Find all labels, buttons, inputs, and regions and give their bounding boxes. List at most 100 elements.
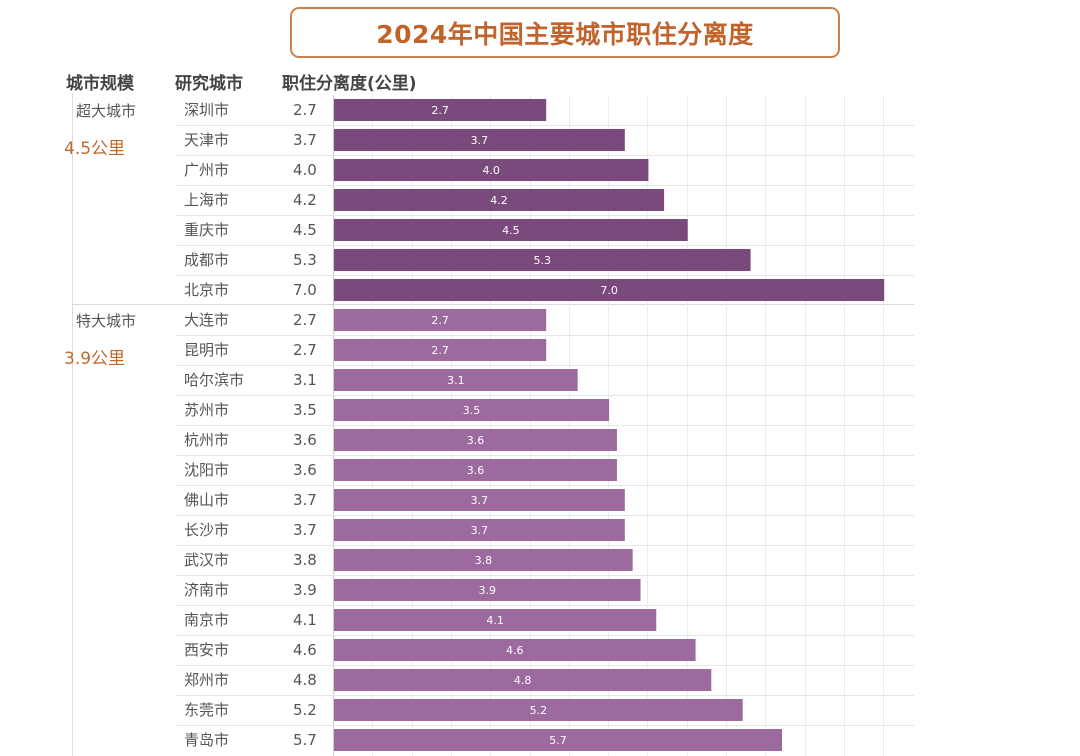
bar-value-label: 3.1	[447, 374, 465, 387]
city-label: 济南市	[184, 581, 229, 599]
bar	[334, 519, 625, 541]
bar	[334, 129, 625, 151]
city-label: 重庆市	[184, 221, 229, 239]
bar-value-label: 3.5	[463, 404, 481, 417]
distance-label: 3.1	[293, 371, 317, 389]
bar-value-label: 4.8	[514, 674, 532, 687]
distance-label: 5.3	[293, 251, 317, 269]
header-city-tier: 城市规模	[66, 74, 134, 94]
distance-label: 3.6	[293, 431, 317, 449]
tier-average-mega: 3.9公里	[64, 349, 126, 369]
bar	[334, 189, 665, 211]
bar-value-label: 4.2	[490, 194, 508, 207]
bar	[334, 159, 649, 181]
bar	[334, 309, 547, 331]
distance-label: 2.7	[293, 101, 317, 119]
distance-label: 4.5	[293, 221, 317, 239]
bar	[334, 639, 696, 661]
bar-value-label: 3.8	[475, 554, 493, 567]
bar-value-label: 3.7	[471, 134, 489, 147]
distance-label: 4.8	[293, 671, 317, 689]
bar-value-label: 7.0	[600, 284, 618, 297]
city-label: 天津市	[184, 131, 229, 149]
chart-title: 2024年中国主要城市职住分离度	[376, 19, 754, 49]
bar-value-label: 3.9	[479, 584, 497, 597]
bar-value-label: 5.2	[530, 704, 548, 717]
distance-label: 2.7	[293, 311, 317, 329]
bar-value-label: 3.7	[471, 524, 489, 537]
bar-value-label: 2.7	[431, 104, 449, 117]
distance-label: 3.7	[293, 131, 317, 149]
city-label: 昆明市	[184, 341, 229, 359]
city-label: 青岛市	[184, 731, 229, 749]
bar	[334, 369, 578, 391]
bar-value-label: 4.6	[506, 644, 524, 657]
bar	[334, 579, 641, 601]
city-label: 哈尔滨市	[184, 371, 244, 389]
city-label: 南京市	[184, 611, 229, 629]
distance-label: 2.7	[293, 341, 317, 359]
bar	[334, 729, 783, 751]
bar	[334, 279, 885, 301]
city-label: 西安市	[184, 641, 229, 659]
tier-column-divider	[72, 93, 73, 756]
distance-label: 3.7	[293, 521, 317, 539]
distance-label: 3.5	[293, 401, 317, 419]
bar	[334, 99, 547, 121]
city-label: 武汉市	[184, 551, 229, 569]
bar	[334, 339, 547, 361]
city-label: 沈阳市	[184, 461, 229, 479]
city-label: 成都市	[184, 251, 229, 269]
distance-label: 3.6	[293, 461, 317, 479]
distance-label: 4.1	[293, 611, 317, 629]
city-label: 广州市	[184, 161, 229, 179]
distance-label: 3.8	[293, 551, 317, 569]
city-label: 苏州市	[184, 401, 229, 419]
distance-label: 4.0	[293, 161, 317, 179]
bar	[334, 549, 633, 571]
bar-value-label: 4.1	[486, 614, 504, 627]
bar-value-label: 2.7	[431, 314, 449, 327]
city-label: 郑州市	[184, 671, 229, 689]
chart-title-box: 2024年中国主要城市职住分离度	[290, 7, 840, 58]
bar-value-label: 3.7	[471, 494, 489, 507]
tier-divider	[72, 304, 914, 305]
bar	[334, 489, 625, 511]
bar	[334, 219, 688, 241]
city-label: 东莞市	[184, 701, 229, 719]
distance-label: 5.7	[293, 731, 317, 749]
city-label: 大连市	[184, 311, 229, 329]
bar-value-label: 4.0	[482, 164, 500, 177]
bar-value-label: 5.3	[534, 254, 552, 267]
bar	[334, 699, 743, 721]
header-city: 研究城市	[175, 74, 243, 94]
bar	[334, 429, 617, 451]
city-label: 北京市	[184, 281, 229, 299]
distance-label: 4.6	[293, 641, 317, 659]
city-label: 佛山市	[184, 491, 229, 509]
tier-average-super: 4.5公里	[64, 139, 126, 159]
bar-value-label: 3.6	[467, 434, 485, 447]
distance-label: 5.2	[293, 701, 317, 719]
tier-name-mega: 特大城市	[76, 312, 137, 330]
distance-label: 3.7	[293, 491, 317, 509]
city-label: 上海市	[184, 191, 229, 209]
bar-value-label: 2.7	[431, 344, 449, 357]
distance-label: 7.0	[293, 281, 317, 299]
tier-name-super: 超大城市	[76, 102, 137, 120]
bar-value-label: 3.6	[467, 464, 485, 477]
distance-label: 3.9	[293, 581, 317, 599]
city-label: 长沙市	[184, 521, 229, 539]
bar	[334, 669, 712, 691]
bar	[334, 459, 617, 481]
city-label: 杭州市	[184, 431, 229, 449]
header-distance: 职住分离度(公里)	[282, 74, 417, 94]
bar-value-label: 5.7	[549, 734, 567, 747]
bar	[334, 249, 751, 271]
bar	[334, 399, 610, 421]
distance-label: 4.2	[293, 191, 317, 209]
bar-value-label: 4.5	[502, 224, 520, 237]
bar	[334, 609, 657, 631]
city-label: 深圳市	[184, 101, 229, 119]
